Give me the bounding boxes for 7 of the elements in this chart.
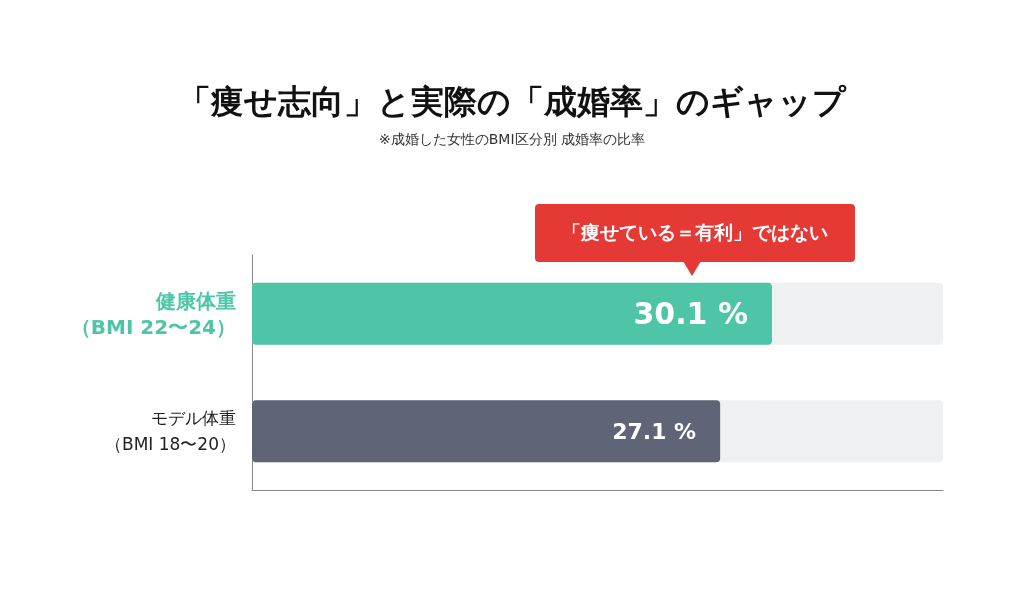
text: 「痩せている＝有利」ではない	[535, 204, 855, 262]
y-tick-label: 健康体重（BMI 22〜24）	[70, 288, 236, 339]
chart-title: 「痩せ志向」と実際の「成婚率」のギャップ	[178, 82, 847, 121]
chart-subtitle: ※成婚した女性のBMI区分別 成婚率の比率	[379, 131, 645, 147]
data-label: 27.1 %	[612, 418, 697, 444]
y-tick-label: モデル体重（BMI 18〜20）	[104, 408, 236, 455]
data-label: 30.1 %	[633, 296, 748, 332]
